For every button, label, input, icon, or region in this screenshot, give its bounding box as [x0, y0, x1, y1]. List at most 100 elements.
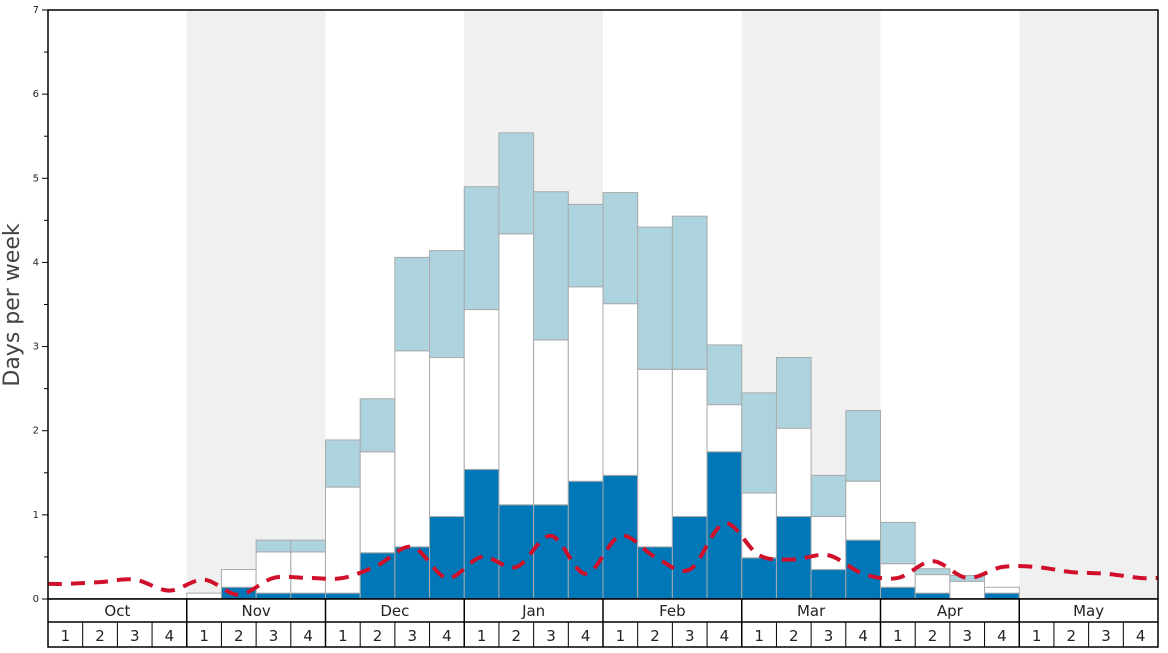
y-tick-label: 3	[33, 342, 39, 353]
bar-segment-middle	[671, 368, 708, 518]
bar-segment-bottom	[984, 592, 1020, 600]
week-label: 3	[1101, 627, 1111, 645]
bar-segment-middle	[429, 357, 465, 518]
bar-segment-middle	[741, 492, 777, 559]
week-label: 2	[95, 627, 105, 645]
bar-segment-top	[290, 539, 326, 553]
bar-segment-top	[533, 191, 569, 341]
bar-segment-bottom	[706, 451, 743, 600]
week-label: 3	[962, 627, 972, 645]
week-label: 4	[858, 627, 868, 645]
bar-segment-bottom	[741, 557, 777, 600]
bar-segment-top	[637, 226, 673, 370]
bar-segment-top	[359, 398, 396, 453]
y-axis-title: Days per week	[0, 223, 25, 386]
bar-segment-top	[498, 132, 535, 235]
average-line	[47, 521, 1159, 597]
bar-segment-bottom	[463, 468, 500, 600]
month-label: Dec	[380, 602, 409, 620]
plot-layer: 0 1 2 3 4 5 6 7 Oct Nov Dec Jan Feb Mar Apr May 1 2 3 4 1 2 3 4…	[33, 5, 1159, 648]
week-label: 4	[720, 627, 730, 645]
bar-segment-top	[394, 256, 431, 352]
week-label: 3	[685, 627, 695, 645]
week-label: 2	[789, 627, 799, 645]
week-label: 4	[442, 627, 452, 645]
y-tick-label: 6	[33, 89, 39, 100]
month-label: Mar	[797, 602, 826, 620]
bar-segment-top	[775, 357, 812, 429]
bar-segment-top	[567, 203, 604, 288]
bar-segment-top	[810, 474, 847, 518]
week-label: 4	[165, 627, 175, 645]
bar-segment-top	[325, 439, 361, 488]
month-label: Apr	[937, 602, 964, 620]
week-label: 1	[61, 627, 71, 645]
week-label: 1	[893, 627, 903, 645]
bar-segment-bottom	[429, 516, 465, 600]
month-band-shade	[1019, 10, 1158, 599]
bar-segment-bottom	[255, 592, 292, 600]
bar-segment-top	[602, 192, 639, 305]
week-label: 4	[581, 627, 591, 645]
bar-segment-middle	[359, 451, 396, 554]
bar-segment-top	[463, 186, 500, 311]
bar-segment-middle	[775, 427, 812, 518]
bar-segment-top	[671, 215, 708, 370]
bar-segment-bottom	[810, 569, 847, 600]
bar-segment-middle	[498, 233, 535, 506]
month-label: Jan	[521, 602, 545, 620]
bar-segment-middle	[290, 551, 326, 594]
month-band-shade	[186, 10, 326, 599]
week-label: 1	[338, 627, 348, 645]
bar-segment-top	[880, 521, 916, 565]
bar-segment-middle	[220, 569, 257, 588]
bar-segment-middle	[984, 586, 1020, 594]
bar-segment-middle	[602, 303, 639, 476]
week-label: 4	[997, 627, 1007, 645]
week-label: 4	[1136, 627, 1146, 645]
week-label: 2	[234, 627, 244, 645]
bar-segment-bottom	[880, 586, 916, 600]
week-label: 3	[269, 627, 279, 645]
bar-segment-middle	[186, 592, 222, 600]
bar-segment-bottom	[290, 592, 326, 600]
week-label: 3	[824, 627, 834, 645]
y-tick-label: 1	[33, 510, 39, 521]
week-label: 1	[1032, 627, 1042, 645]
month-label: Oct	[104, 602, 130, 620]
bar-segment-middle	[637, 368, 673, 548]
bar-segment-middle	[394, 350, 431, 548]
bar-segment-bottom	[325, 592, 361, 600]
bar-segment-top	[741, 392, 777, 494]
week-label: 3	[130, 627, 140, 645]
bar-segment-middle	[810, 516, 847, 571]
week-label: 1	[616, 627, 626, 645]
bar-segment-bottom	[637, 546, 673, 600]
month-label: May	[1073, 602, 1104, 620]
bar-segment-middle	[533, 339, 569, 506]
week-label: 2	[1067, 627, 1077, 645]
week-label: 2	[650, 627, 660, 645]
bar-segment-top	[949, 574, 986, 582]
month-label: Nov	[241, 602, 270, 620]
week-label: 2	[512, 627, 522, 645]
bar-segment-middle	[949, 580, 986, 600]
week-label: 4	[303, 627, 313, 645]
bar-segment-bottom	[533, 504, 569, 600]
week-label: 1	[477, 627, 487, 645]
y-tick-label: 5	[33, 173, 39, 184]
bar-segment-middle	[567, 286, 604, 482]
bar-segment-middle	[463, 309, 500, 470]
bar-segment-middle	[880, 563, 916, 588]
bar-segment-bottom	[567, 480, 604, 600]
bar-segment-middle	[255, 551, 292, 594]
y-tick-label: 2	[33, 426, 39, 437]
bar-segment-middle	[845, 480, 881, 541]
bar-segment-middle	[706, 404, 743, 453]
bar-segment-top	[845, 410, 881, 482]
bar-segment-top	[255, 539, 292, 553]
bar-segment-top	[914, 568, 951, 576]
week-label: 3	[546, 627, 556, 645]
